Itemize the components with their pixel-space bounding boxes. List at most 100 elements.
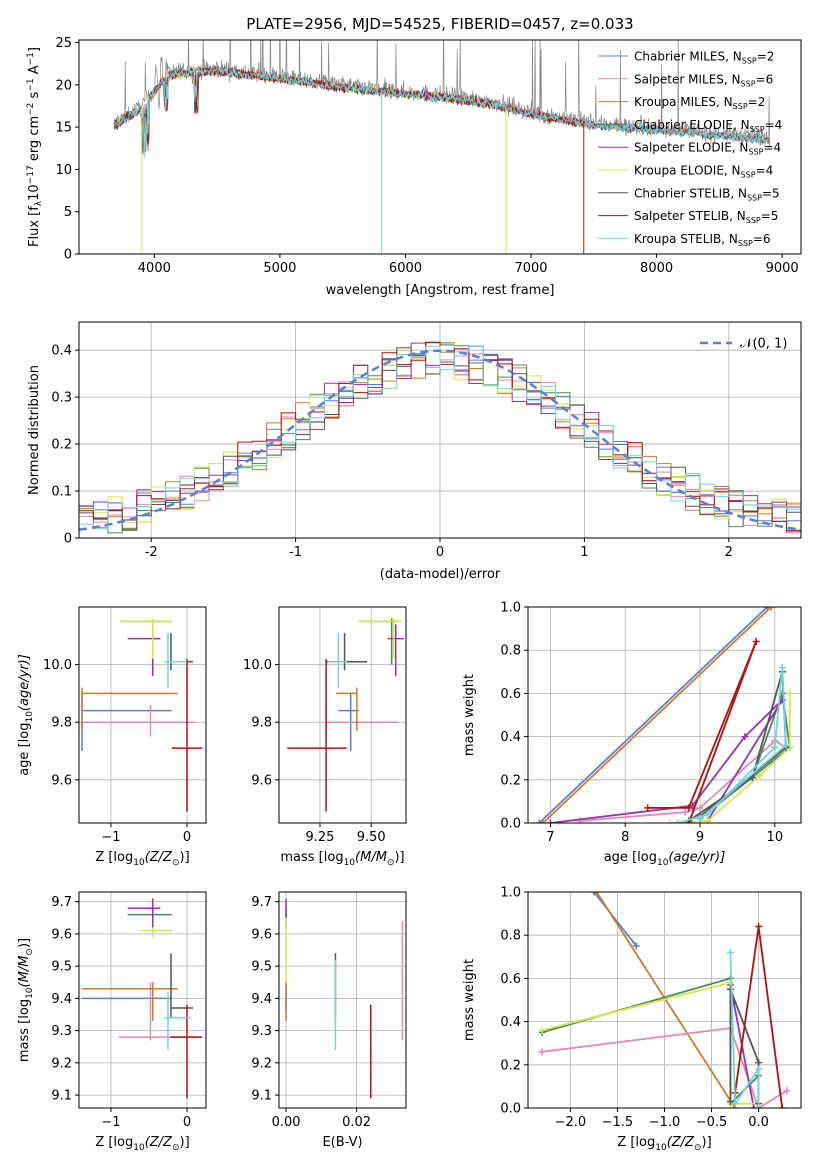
y-tick-label: 9.5 (251, 960, 272, 975)
legend-label: Salpeter STELIB, NSSP=5 (634, 209, 778, 225)
axes-frame (278, 891, 407, 1109)
x-axis-label: wavelength [Angstrom, rest frame] (326, 283, 555, 298)
marker (752, 638, 760, 646)
marker (767, 607, 775, 611)
y-tick-label: 0.6 (500, 687, 521, 702)
x-tick-label: −1.5 (602, 1115, 634, 1130)
legend-label: Chabrier STELIB, NSSP=5 (634, 186, 780, 202)
plot-area (82, 898, 203, 1099)
y-tick-label: 9.1 (251, 1089, 272, 1104)
marker (546, 819, 554, 823)
x-tick-label: 6000 (389, 261, 422, 276)
x-axis-label: mass [log10(M/M⊙)] (280, 850, 404, 868)
y-tick-label: 10.0 (43, 658, 72, 673)
x-tick-label: 4000 (138, 261, 171, 276)
marker (539, 819, 547, 823)
series-line (542, 607, 772, 823)
model-spectrum-line (113, 66, 770, 159)
y-tick-label: 0.4 (500, 1015, 521, 1030)
chart-title: PLATE=2956, MJD=54525, FIBERID=0457, z=0… (246, 15, 633, 33)
marker (644, 804, 652, 812)
marker (590, 892, 598, 896)
x-tick-label: 7 (546, 830, 554, 845)
x-tick-label: -2 (145, 545, 158, 560)
marker (666, 819, 674, 823)
y-tick-label: 0 (64, 248, 72, 263)
x-axis-label: age [log10(age/yr)] (604, 850, 726, 868)
x-tick-label: 0.0 (748, 1115, 769, 1130)
plot-area (535, 607, 794, 823)
y-axis-label: Flux [fλ10−17 erg cm−2 s−1 A−1] (26, 47, 44, 247)
x-tick-label: 0.00 (272, 1115, 301, 1130)
marker (755, 1104, 763, 1108)
legend-label: Chabrier ELODIE, NSSP=4 (634, 118, 782, 134)
marker (750, 1104, 758, 1108)
y-tick-label: 10.0 (243, 658, 272, 673)
marker (748, 774, 756, 782)
y-tick-label: 10 (55, 163, 72, 178)
x-tick-label: 2 (725, 545, 733, 560)
y-tick-label: 0.8 (500, 644, 521, 659)
y-axis-label: age [log10(age/yr)] (17, 654, 35, 776)
x-tick-label: 10 (767, 830, 784, 845)
y-tick-label: 0.3 (51, 391, 72, 406)
axes-mass_weight_vs_age: 7 8 9 10 0.0 0.2 0.4 0.6 0.8 1.0 age [log10(age/yr… (462, 601, 802, 868)
marker (755, 1059, 763, 1067)
y-tick-label: 9.6 (51, 773, 72, 788)
x-tick-label: 0 (436, 545, 444, 560)
series-line (538, 607, 768, 823)
x-tick-label: 7000 (514, 261, 547, 276)
plot-area (287, 618, 404, 812)
y-tick-label: 5 (64, 205, 72, 220)
y-tick-label: 9.3 (51, 1024, 72, 1039)
axes-mass_vs_ebv: 0.00 0.02 9.1 9.2 9.3 9.4 9.5 9.6 9.7 E(B-V) (251, 891, 407, 1150)
y-tick-label: 9.7 (51, 895, 72, 910)
x-tick-label: 9.50 (357, 830, 386, 845)
series-line (595, 892, 736, 1108)
legend-label: Kroupa STELIB, NSSP=6 (634, 232, 771, 248)
x-axis-label: (data-model)/error (380, 567, 501, 582)
x-axis-label: Z [log10(Z/Z⊙)] (95, 850, 189, 868)
series-line (541, 977, 760, 1106)
y-tick-label: 9.3 (251, 1024, 272, 1039)
y-tick-label: 20 (55, 78, 72, 93)
y-tick-label: 9.6 (251, 773, 272, 788)
y-tick-label: 9.2 (251, 1056, 272, 1071)
y-tick-label: 9.6 (51, 927, 72, 942)
x-tick-label: −2.0 (555, 1115, 587, 1130)
legend-label: Kroupa ELODIE, NSSP=4 (634, 164, 773, 180)
marker (674, 819, 682, 823)
y-tick-label: 9.1 (51, 1089, 72, 1104)
x-tick-label: −1 (101, 1115, 120, 1130)
y-tick-label: 9.6 (251, 927, 272, 942)
y-tick-label: 0.1 (51, 485, 72, 500)
marker (726, 948, 734, 956)
marker (755, 923, 763, 931)
x-tick-label: 0.02 (342, 1115, 371, 1130)
marker (726, 1098, 734, 1106)
y-tick-label: 9.8 (251, 716, 272, 731)
marker (632, 942, 640, 950)
series-line (677, 667, 787, 823)
x-tick-label: 1 (580, 545, 588, 560)
x-tick-label: 0 (183, 830, 191, 845)
y-tick-label: 9.7 (251, 895, 272, 910)
marker (704, 817, 712, 823)
legend-label: Salpeter MILES, NSSP=6 (634, 72, 773, 88)
x-tick-label: 9000 (766, 261, 799, 276)
histogram-step (79, 345, 801, 538)
histogram-step (79, 341, 801, 538)
x-axis-label: Z [log10(Z/Z⊙)] (95, 1135, 189, 1153)
axes-age_vs_Z: −1 0 9.6 9.8 10.0 Z [log10(Z/Z⊙)] age [log10(a… (17, 606, 207, 868)
legend-label: 𝒩(0, 1) (740, 337, 787, 352)
series-line (647, 641, 757, 823)
y-tick-label: 0.8 (500, 929, 521, 944)
y-tick-label: 0 (64, 532, 72, 547)
x-tick-label: 5000 (263, 261, 296, 276)
series-line (593, 892, 638, 947)
x-axis-label: Z [log10(Z/Z⊙)] (617, 1135, 711, 1153)
y-tick-label: 1.0 (500, 886, 521, 901)
marker (538, 1048, 546, 1056)
marker (726, 985, 734, 993)
